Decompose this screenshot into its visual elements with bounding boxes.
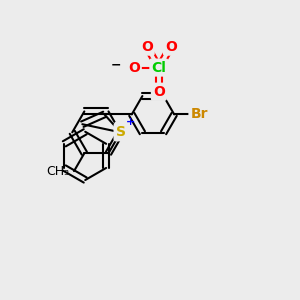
Text: −: − bbox=[111, 59, 122, 72]
Text: Br: Br bbox=[190, 107, 208, 122]
Text: O: O bbox=[153, 85, 165, 99]
Text: N: N bbox=[116, 124, 128, 138]
Text: CH₃: CH₃ bbox=[46, 165, 70, 178]
Text: O: O bbox=[165, 40, 177, 54]
Text: Cl: Cl bbox=[152, 61, 166, 75]
Text: O: O bbox=[141, 40, 153, 54]
Text: O: O bbox=[128, 61, 140, 75]
Text: +: + bbox=[126, 117, 136, 127]
Text: S: S bbox=[116, 125, 126, 139]
